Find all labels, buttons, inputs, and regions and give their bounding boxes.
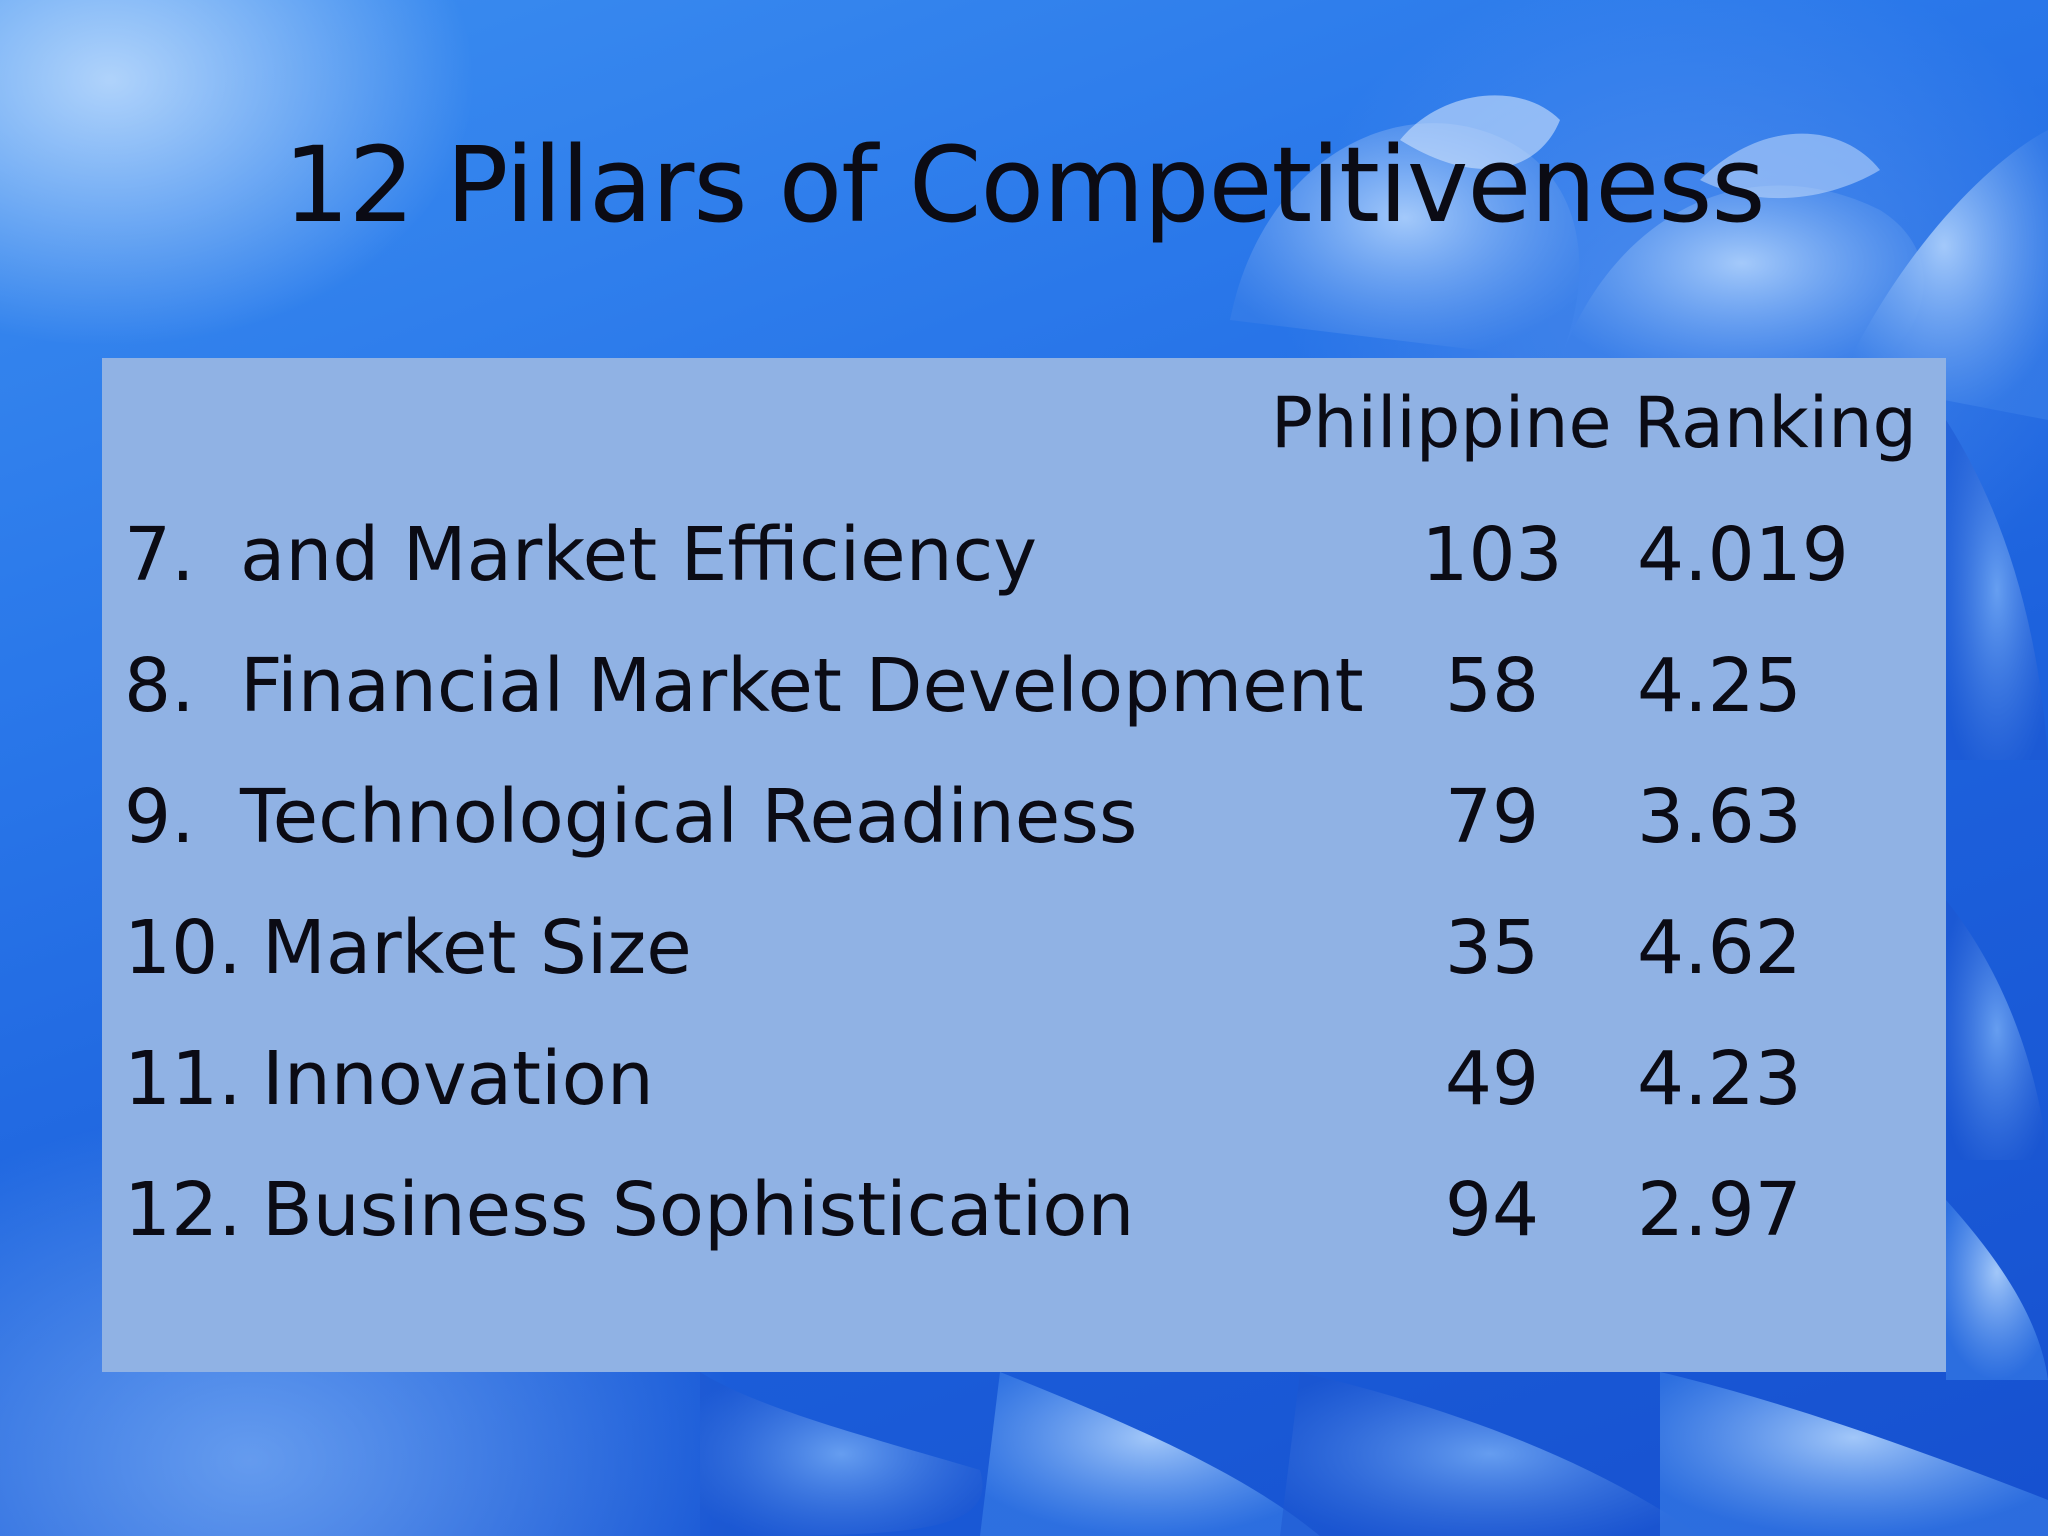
slide-title: 12 Pillars of Competitiveness [283, 124, 1765, 246]
rank-value: 79 [1444, 774, 1540, 860]
table-row: 8. Financial Market Development 58 4.25 [102, 621, 1946, 751]
row-number: 7. [124, 512, 195, 598]
pillar-label: Technological Readiness [240, 774, 1138, 860]
table-row: 7. and Market Efficiency 103 4.019 [102, 490, 1946, 620]
score-value: 4.62 [1637, 905, 1802, 991]
column-header-philippine-ranking: Philippine Ranking [1270, 382, 1917, 464]
pillar-label: Financial Market Development [240, 643, 1364, 729]
rank-value: 103 [1421, 512, 1563, 598]
table-row: 12. Business Sophistication 94 2.97 [102, 1145, 1946, 1275]
rank-value: 35 [1444, 905, 1540, 991]
row-number: 8. [124, 643, 195, 729]
rank-value: 58 [1444, 643, 1540, 729]
row-number: 10. [124, 905, 242, 991]
score-value: 4.019 [1637, 512, 1849, 598]
score-value: 4.23 [1637, 1036, 1802, 1122]
pillar-label: and Market Efficiency [240, 512, 1038, 598]
pillar-label: Business Sophistication [262, 1167, 1135, 1253]
score-value: 4.25 [1637, 643, 1802, 729]
score-value: 2.97 [1637, 1167, 1802, 1253]
score-value: 3.63 [1637, 774, 1802, 860]
rank-value: 49 [1444, 1036, 1540, 1122]
table-row: 10. Market Size 35 4.62 [102, 883, 1946, 1013]
row-number: 9. [124, 774, 195, 860]
pillar-label: Market Size [262, 905, 692, 991]
table-row: 11. Innovation 49 4.23 [102, 1014, 1946, 1144]
row-number: 11. [124, 1036, 242, 1122]
ranking-table-panel: Philippine Ranking 7. and Market Efficie… [102, 358, 1946, 1372]
table-row: 9. Technological Readiness 79 3.63 [102, 752, 1946, 882]
rank-value: 94 [1444, 1167, 1540, 1253]
row-number: 12. [124, 1167, 242, 1253]
pillar-label: Innovation [262, 1036, 654, 1122]
